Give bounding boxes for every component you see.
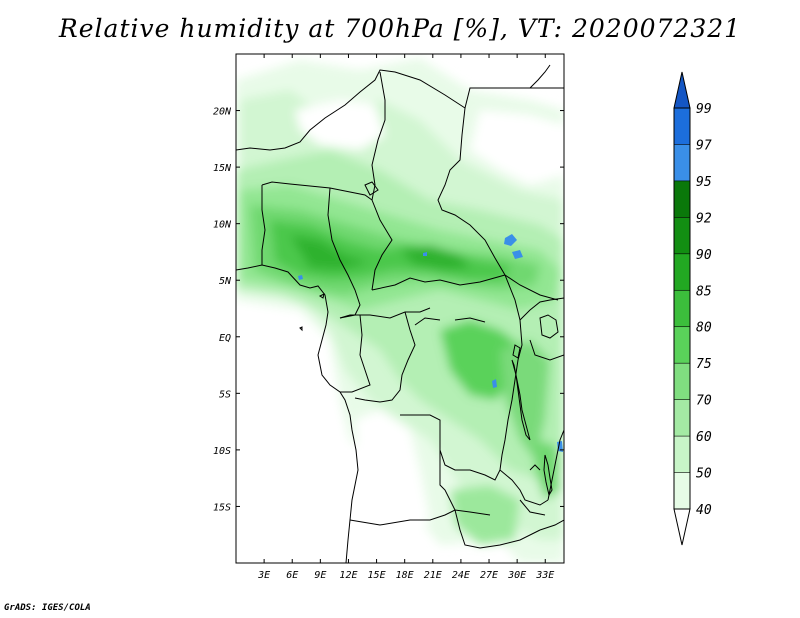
colorbar-segment [674,399,690,437]
y-tick-label: EQ [219,333,231,344]
rh-80-region-malawi [535,440,560,500]
border-drc [354,274,523,481]
coast-red-sea [529,64,551,89]
x-tick-label: 33E [535,570,554,581]
humidity-field [236,58,564,563]
rh-below-40-sahara [295,100,385,150]
colorbar-label: 50 [696,467,712,482]
border-sahel [236,69,564,151]
x-tick-label: 21E [424,570,442,581]
coastline-west-africa [236,264,359,563]
rh-85-region-east [400,245,470,270]
colorbar-segment [674,326,690,364]
border-car [371,274,506,291]
lake-victoria [539,314,559,339]
colorbar-lower-extend [673,508,691,546]
colorbar-segment [674,472,690,509]
y-tick-label: 10S [213,446,231,457]
nile-kenya-border [519,297,564,361]
x-tick-label: 18E [396,570,414,581]
y-axis: 20N 15N 10N 5N EQ 5S 10S 15S [213,107,564,513]
colorbar-segment [674,144,690,181]
x-tick-label: 15E [368,570,386,581]
colorbar-label: 90 [696,248,712,263]
border-nigeria [261,181,373,319]
colorbar-label: 80 [696,321,712,336]
lake-chad [364,181,379,196]
colorbar-segment [674,217,690,254]
x-tick-label: 3E [257,570,270,581]
chart-title: Relative humidity at 700hPa [%], VT: 202… [58,14,742,43]
x-tick-label: 30E [507,570,526,581]
rh-below-40-sudan [470,110,564,185]
colorbar-label: 99 [696,102,712,117]
colorbar-segment [674,436,690,473]
rh-95-spot [504,234,517,246]
rh-75-region-lakes [500,340,550,460]
rh-95-spot [423,252,427,256]
rh-70-region-south [450,485,520,545]
rh-85-region [290,235,370,270]
rh-80-region-congo [440,320,520,400]
rh-below-40-atlantic [236,310,345,563]
lake-malawi [543,454,553,497]
y-tick-label: 15S [213,502,231,513]
rh-below-40-angola [355,410,430,545]
lake-kivu [512,344,521,359]
border-zambia [454,469,549,549]
x-tick-label: 24E [452,570,470,581]
y-tick-label: 20N [213,107,232,118]
border-mozambique [539,429,564,531]
colorbar-segment [674,290,690,327]
lake-tanganyika [511,359,531,441]
plot-frame [235,53,565,564]
colorbar-segment [674,180,690,218]
border-angola [349,450,491,526]
border-congo [339,307,431,393]
x-tick-label: 9E [314,570,326,581]
colorbar-upper-extend [673,71,691,109]
colorbar-label: 60 [696,430,712,445]
colorbar-label: 97 [696,138,712,153]
coast-islands [299,293,325,332]
colorbar-label: 92 [696,211,712,226]
colorbar: 40 50 60 70 75 80 85 90 92 95 97 99 [673,71,712,546]
colorbar-label: 70 [696,394,712,409]
zambia-lakes [519,464,546,516]
rh-95-spot [492,379,497,388]
x-tick-label: 6E [286,570,298,581]
rh-95-spot [512,250,523,259]
boundaries [236,64,564,563]
y-tick-label: 15N [213,163,232,174]
x-tick-label: 12E [339,570,357,581]
y-tick-label: 5S [219,389,231,400]
colorbar-segment [674,363,690,400]
colorbar-label: 85 [696,284,712,299]
y-tick-label: 5N [219,276,232,287]
colorbar-label: 95 [696,175,712,190]
colorbar-segment [674,108,690,145]
x-tick-label: 27E [480,570,498,581]
rh-95-spot [298,275,303,280]
map-plot-area [235,53,565,564]
x-axis: 3E 6E 9E 12E 15E 18E 21E 24E 27E 30E 33E [257,54,554,581]
congo-river-lakes [414,317,486,326]
colorbar-label: 40 [696,503,712,518]
y-tick-label: 10N [213,220,232,231]
credit-label: GrADS: IGES/COLA [4,603,91,613]
colorbar-segment [674,253,690,291]
border-sudan [437,107,559,301]
colorbar-label: 75 [696,357,712,372]
